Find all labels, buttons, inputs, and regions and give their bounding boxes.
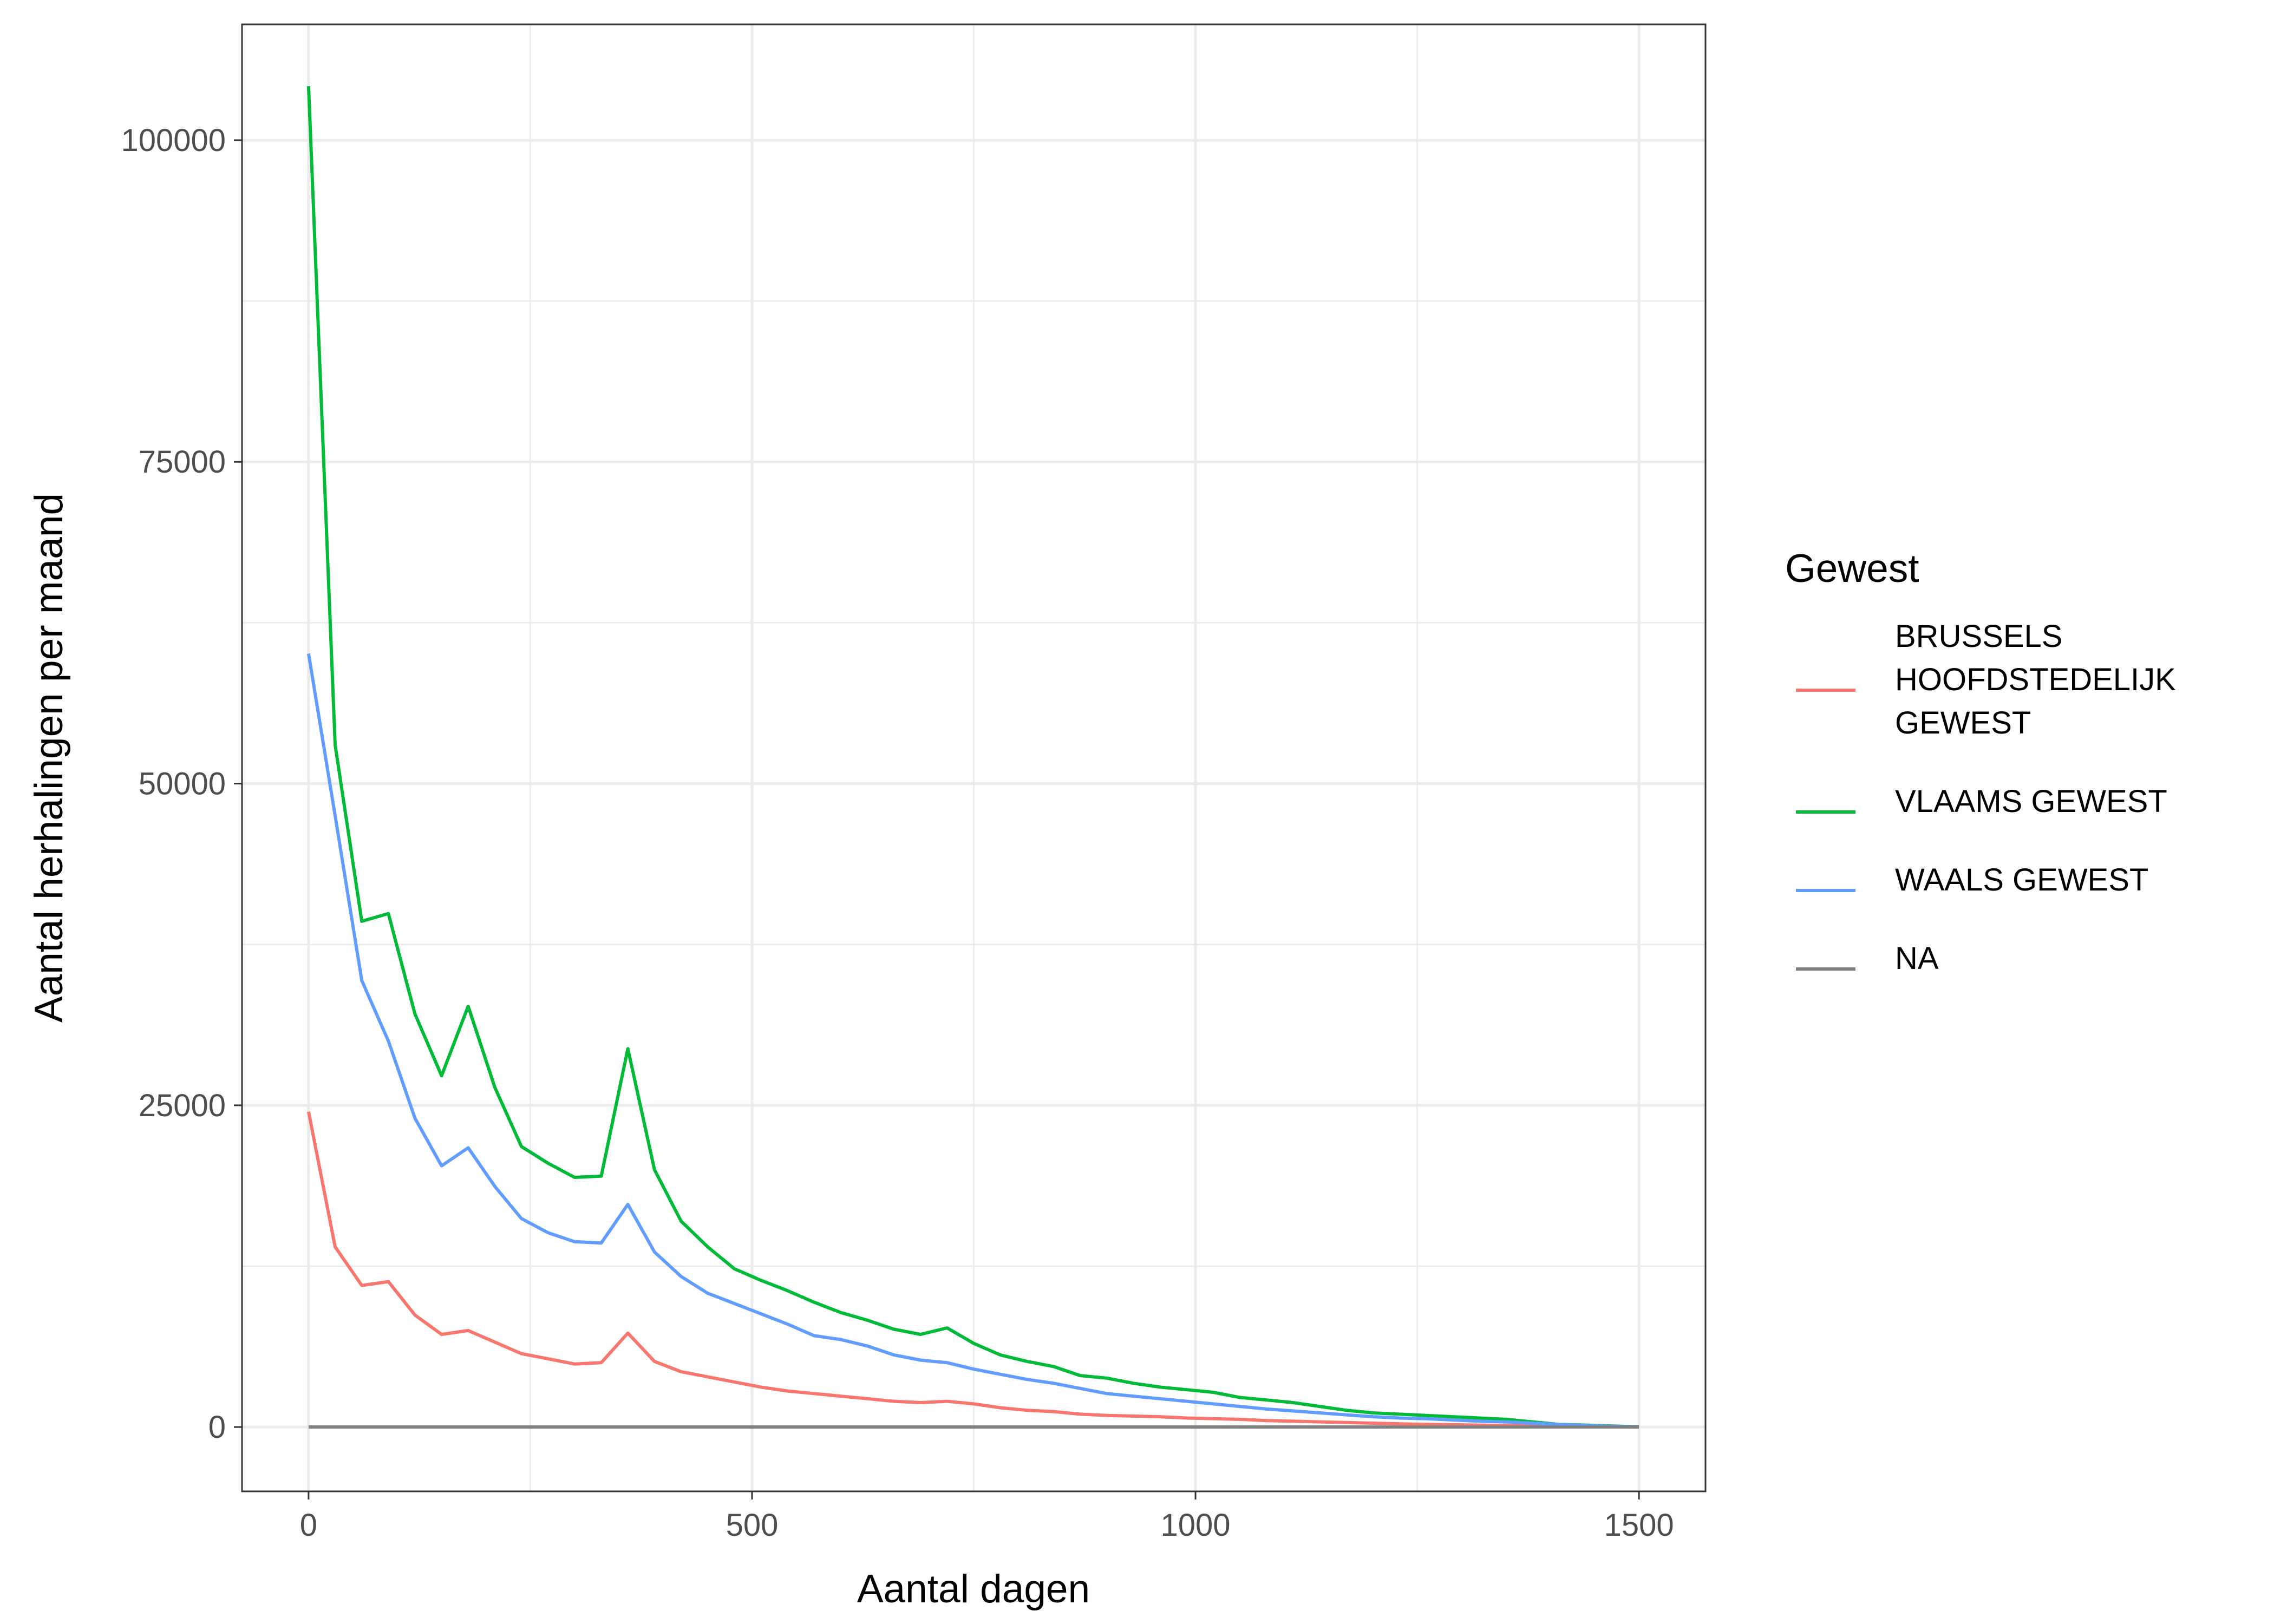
series-line-vlaams-gewest bbox=[306, 86, 1639, 1429]
series-lines bbox=[306, 86, 1639, 1429]
x-tick-label: 1000 bbox=[1161, 1508, 1231, 1543]
series-line-brussels-hoofdstedelijk-gewest bbox=[306, 1111, 1639, 1429]
legend: Gewest BRUSSELS HOOFDSTEDELIJK GEWEST VLAAM… bbox=[1785, 547, 2176, 976]
legend-entry-label: BRUSSELS bbox=[1895, 619, 2062, 654]
x-axis: 0 500 1000 1500 bbox=[300, 1491, 1674, 1543]
x-tick-label: 1500 bbox=[1604, 1508, 1674, 1543]
legend-entry-label: NA bbox=[1895, 941, 1939, 976]
y-tick-label: 50000 bbox=[139, 767, 226, 802]
y-tick-label: 100000 bbox=[121, 123, 226, 158]
x-axis-title: Aantal dagen bbox=[857, 1567, 1090, 1611]
plot-panel-border bbox=[241, 23, 1707, 1492]
legend-title: Gewest bbox=[1785, 547, 1919, 591]
legend-entry-label: GEWEST bbox=[1895, 705, 2031, 741]
y-tick-label: 25000 bbox=[139, 1088, 226, 1123]
y-axis-title: Aantal herhalingen per maand bbox=[27, 493, 71, 1023]
y-tick-label: 75000 bbox=[139, 444, 226, 480]
minor-gridlines bbox=[242, 24, 1706, 1491]
y-axis: 0 25000 50000 75000 100000 bbox=[121, 123, 242, 1445]
x-tick-label: 500 bbox=[726, 1508, 779, 1543]
major-gridlines bbox=[242, 24, 1706, 1491]
x-tick-label: 0 bbox=[300, 1508, 317, 1543]
legend-entry-label: WAALS GEWEST bbox=[1895, 862, 2148, 898]
legend-entry-label: VLAAMS GEWEST bbox=[1895, 784, 2167, 819]
y-tick-label: 0 bbox=[208, 1410, 226, 1445]
series-line-waals-gewest bbox=[306, 653, 1639, 1429]
legend-entry-label: HOOFDSTEDELIJK bbox=[1895, 662, 2176, 697]
